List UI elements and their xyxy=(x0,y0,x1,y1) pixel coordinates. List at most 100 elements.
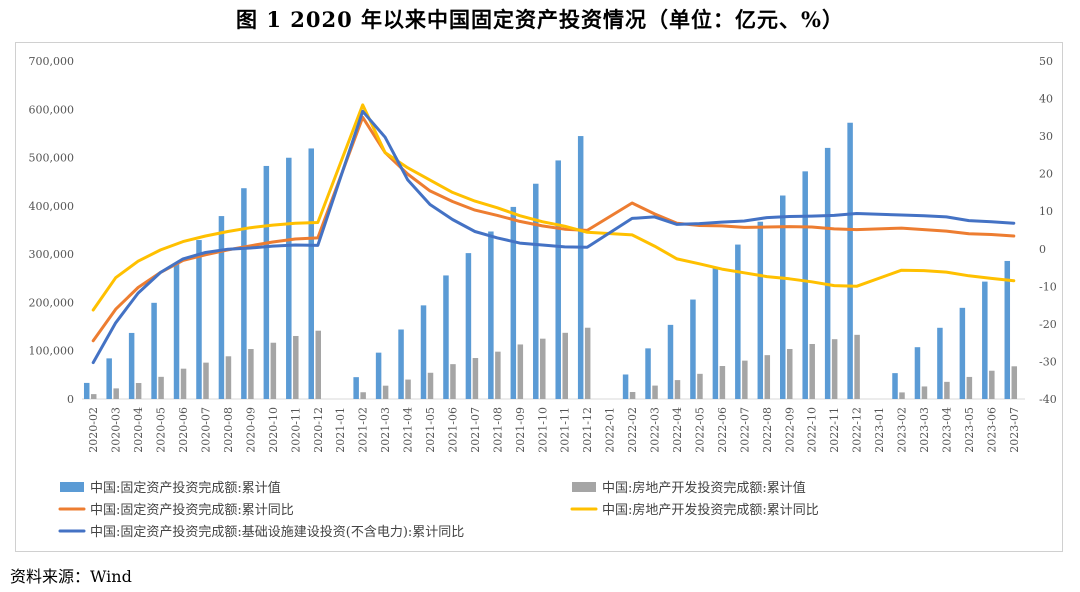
bar xyxy=(959,307,966,399)
bar xyxy=(989,370,995,399)
bar xyxy=(674,380,681,399)
y-left-tick-label: 300,000 xyxy=(29,248,75,261)
x-tick-label: 2022-02 xyxy=(626,407,639,453)
bar xyxy=(802,171,808,399)
bar xyxy=(450,364,456,399)
bar xyxy=(420,305,427,399)
x-tick-label: 2020-04 xyxy=(132,407,145,453)
bar xyxy=(263,165,270,399)
bar xyxy=(533,183,539,399)
bar xyxy=(353,377,359,399)
x-tick-label: 2023-01 xyxy=(873,407,886,453)
legend-label: 中国:房地产开发投资完成额:累计同比 xyxy=(602,502,819,518)
bar xyxy=(652,385,658,399)
bar xyxy=(308,148,314,399)
bar xyxy=(360,392,366,399)
y-right-tick-label: -10 xyxy=(1039,280,1057,293)
bar xyxy=(757,221,764,399)
x-tick-label: 2023-02 xyxy=(896,407,909,453)
bar xyxy=(540,338,546,399)
bar xyxy=(293,335,299,399)
bar xyxy=(180,368,187,399)
legend-label: 中国:房地产开发投资完成额:累计值 xyxy=(602,480,806,496)
x-tick-label: 2020-07 xyxy=(199,407,212,453)
bar xyxy=(764,355,771,399)
y-left-tick-label: 500,000 xyxy=(29,152,75,165)
bar xyxy=(712,267,719,399)
bar xyxy=(128,332,135,399)
x-tick-label: 2022-12 xyxy=(851,407,864,453)
bar xyxy=(495,351,501,399)
x-tick-label: 2021-06 xyxy=(446,407,459,453)
x-tick-label: 2023-07 xyxy=(1008,407,1021,453)
x-tick-label: 2023-05 xyxy=(963,407,976,453)
bar xyxy=(248,349,254,399)
x-tick-label: 2021-03 xyxy=(379,407,392,453)
source-note: 资料来源：Wind xyxy=(10,567,132,586)
x-tick-label: 2022-06 xyxy=(716,407,729,453)
x-tick-label: 2022-04 xyxy=(671,407,684,453)
x-tick-label: 2021-07 xyxy=(469,407,482,453)
bar xyxy=(847,122,853,400)
x-tick-label: 2023-03 xyxy=(918,407,931,453)
bar xyxy=(270,342,277,399)
bar xyxy=(173,263,180,399)
legend-label: 中国:固定资产投资完成额:基础设施建设投资(不含电力):累计同比 xyxy=(90,524,464,540)
bar xyxy=(427,372,434,399)
y-right-tick-label: 30 xyxy=(1039,130,1053,143)
bar xyxy=(982,281,988,399)
chart-title: 图 1 2020 年以来中国固定资产投资情况（单位：亿元、%） xyxy=(236,7,844,32)
y-left-tick-label: 0 xyxy=(67,393,74,406)
legend-label: 中国:固定资产投资完成额:累计同比 xyxy=(90,502,294,518)
bar xyxy=(218,216,225,399)
x-tick-label: 2020-10 xyxy=(267,407,280,453)
x-tick-label: 2020-08 xyxy=(222,407,235,453)
bar xyxy=(555,160,561,399)
bar xyxy=(517,344,524,399)
bar xyxy=(667,324,674,399)
x-tick-label: 2021-09 xyxy=(514,407,527,453)
series-line xyxy=(91,109,1016,365)
x-tick-label: 2021-04 xyxy=(402,407,415,453)
bar xyxy=(787,348,793,399)
bar xyxy=(405,379,411,399)
bar xyxy=(106,358,112,399)
bar xyxy=(241,188,247,399)
bar xyxy=(225,356,232,399)
y-left-tick-label: 400,000 xyxy=(29,200,75,213)
bar xyxy=(735,244,741,399)
x-tick-label: 2020-03 xyxy=(110,407,123,453)
x-tick-label: 2021-05 xyxy=(424,407,437,453)
bar xyxy=(562,332,568,399)
y-right-tick-label: 0 xyxy=(1039,243,1046,256)
x-tick-label: 2020-06 xyxy=(177,407,190,453)
bar xyxy=(584,327,591,399)
bar xyxy=(203,362,209,399)
bar xyxy=(742,360,748,399)
chart-frame xyxy=(15,42,1063,552)
legend-swatch xyxy=(60,482,84,492)
bar xyxy=(622,374,629,399)
bar xyxy=(809,343,815,399)
bar xyxy=(382,385,389,399)
bar xyxy=(719,366,726,399)
bar xyxy=(899,392,905,399)
x-tick-label: 2022-05 xyxy=(693,407,706,453)
bar xyxy=(315,330,321,399)
y-right-tick-label: -20 xyxy=(1039,318,1057,331)
y-right-tick-label: 10 xyxy=(1039,205,1053,218)
y-right-tick-label: 40 xyxy=(1039,93,1053,106)
x-tick-label: 2022-03 xyxy=(649,407,662,453)
bar xyxy=(398,329,404,399)
bar xyxy=(944,381,950,399)
chart: 0 100,000 200,000 300,000 400,000 500,000 600,… xyxy=(29,55,1057,540)
x-tick-label: 2022-11 xyxy=(828,407,841,453)
y-right-tick-label: -40 xyxy=(1039,393,1057,406)
bar xyxy=(914,347,921,399)
x-tick-label: 2020-02 xyxy=(87,407,100,453)
x-tick-label: 2021-02 xyxy=(357,407,370,453)
bar xyxy=(286,157,292,399)
bar xyxy=(443,275,449,399)
bar xyxy=(629,391,636,399)
x-tick-label: 2020-05 xyxy=(155,407,168,453)
